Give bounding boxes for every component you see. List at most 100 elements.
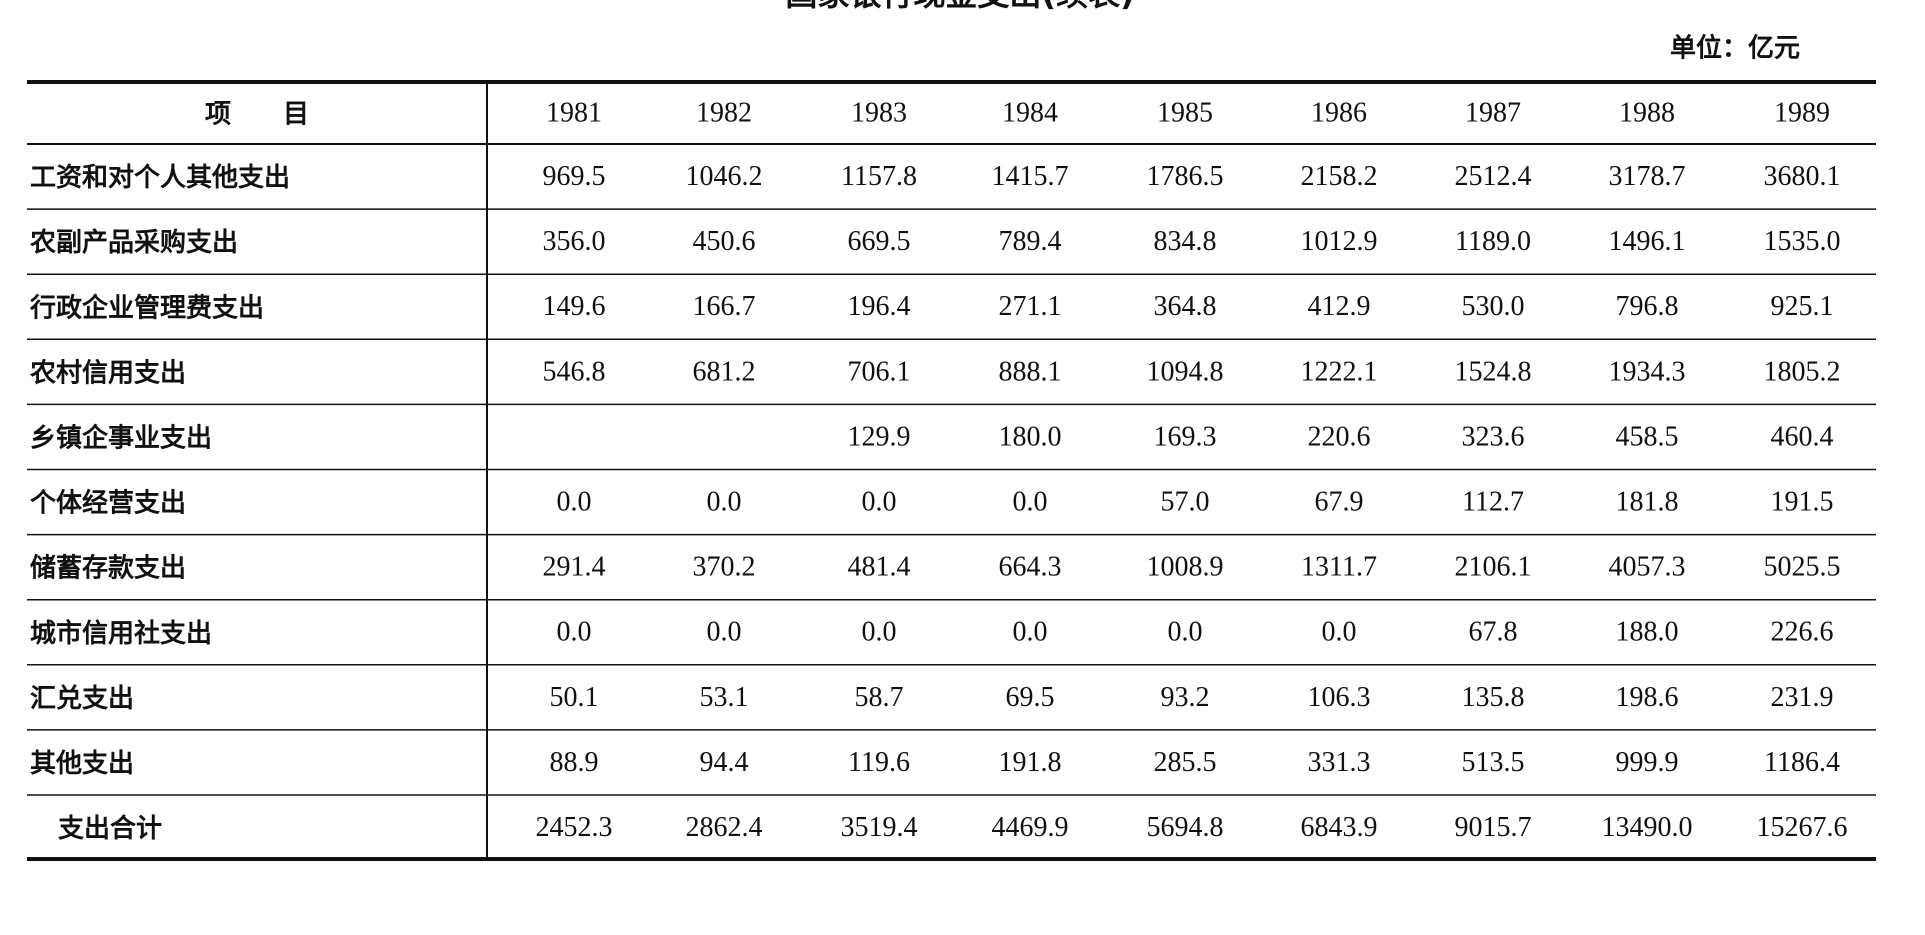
cell: 2106.1	[1455, 552, 1532, 583]
cell: 999.9	[1616, 747, 1679, 778]
cell: 50.1	[550, 682, 599, 713]
cell: 69.5	[1006, 682, 1055, 713]
cell: 458.5	[1616, 421, 1679, 452]
cell: 0.0	[557, 486, 592, 517]
header-cell: 1981	[546, 97, 602, 128]
cell: 1094.8	[1147, 356, 1224, 387]
cell: 271.1	[999, 291, 1062, 322]
cell: 9015.7	[1455, 812, 1532, 843]
cell: 191.8	[999, 747, 1062, 778]
cell: 412.9	[1308, 291, 1371, 322]
cell: 188.0	[1616, 617, 1679, 648]
cell: 370.2	[693, 552, 756, 583]
cell: 1012.9	[1301, 226, 1378, 257]
row-label: 城市信用社支出	[30, 618, 212, 649]
cell: 0.0	[557, 617, 592, 648]
cell: 291.4	[543, 552, 606, 583]
row-label: 行政企业管理费支出	[29, 292, 264, 323]
cell: 1535.0	[1764, 226, 1841, 257]
header-cell: 1983	[851, 97, 907, 128]
cell: 0.0	[862, 486, 897, 517]
cell: 53.1	[700, 682, 749, 713]
cell: 4469.9	[992, 812, 1069, 843]
cell: 1524.8	[1455, 356, 1532, 387]
cell: 664.3	[999, 552, 1062, 583]
cell: 181.8	[1616, 486, 1679, 517]
cell: 2862.4	[686, 812, 763, 843]
cell: 191.5	[1771, 486, 1834, 517]
cell: 58.7	[855, 682, 904, 713]
cell: 0.0	[862, 617, 897, 648]
cell: 3519.4	[841, 812, 918, 843]
cell: 0.0	[1013, 617, 1048, 648]
cell: 2512.4	[1455, 161, 1532, 192]
row-label: 储蓄存款支出	[30, 553, 186, 584]
cell: 0.0	[1322, 617, 1357, 648]
cell: 1157.8	[841, 161, 917, 192]
header-cell: 1987	[1465, 97, 1521, 128]
cell: 681.2	[693, 356, 756, 387]
header-cell: 1988	[1619, 97, 1675, 128]
row-label: 个体经营支出	[30, 488, 186, 519]
cell: 2158.2	[1301, 161, 1378, 192]
cell: 3680.1	[1764, 161, 1841, 192]
cell: 1186.4	[1764, 747, 1840, 778]
cell: 1008.9	[1147, 552, 1224, 583]
cell: 3178.7	[1609, 161, 1686, 192]
cell: 969.5	[543, 161, 606, 192]
cell: 460.4	[1771, 421, 1834, 452]
cell: 481.4	[848, 552, 911, 583]
cell: 513.5	[1462, 747, 1525, 778]
cell: 196.4	[848, 291, 911, 322]
cell: 0.0	[707, 486, 742, 517]
cell: 6843.9	[1301, 812, 1378, 843]
cell: 331.3	[1308, 747, 1371, 778]
row-label: 其他支出	[30, 749, 134, 779]
cell: 285.5	[1154, 747, 1217, 778]
cell: 323.6	[1462, 421, 1525, 452]
cell: 129.9	[848, 421, 911, 452]
cell: 796.8	[1616, 291, 1679, 322]
cell: 88.9	[550, 747, 599, 778]
cell: 530.0	[1462, 291, 1525, 322]
cell: 546.8	[543, 356, 606, 387]
cell: 450.6	[693, 226, 756, 257]
cell: 57.0	[1161, 486, 1210, 517]
cell: 706.1	[848, 356, 911, 387]
cell: 67.9	[1315, 486, 1364, 517]
cell: 106.3	[1308, 682, 1371, 713]
cell: 789.4	[999, 226, 1062, 257]
header-cell: 1982	[696, 97, 752, 128]
cell: 180.0	[999, 421, 1062, 452]
cell: 669.5	[848, 226, 911, 257]
header-cell: 1989	[1774, 97, 1830, 128]
cell: 119.6	[848, 747, 910, 778]
cell: 0.0	[1168, 617, 1203, 648]
cell: 231.9	[1771, 682, 1834, 713]
row-label: 乡镇企事业支出	[30, 422, 212, 453]
cell: 220.6	[1308, 421, 1371, 452]
cell: 67.8	[1469, 617, 1518, 648]
cell: 356.0	[543, 226, 606, 257]
cell: 5694.8	[1147, 812, 1224, 843]
title: 国家银行现金支出(续表)	[785, 0, 1134, 13]
cell: 1786.5	[1147, 161, 1224, 192]
cell: 135.8	[1462, 682, 1525, 713]
cell: 1934.3	[1609, 356, 1686, 387]
cell: 0.0	[1013, 486, 1048, 517]
cell: 94.4	[700, 747, 749, 778]
cell: 226.6	[1771, 617, 1834, 648]
row-label: 汇兑支出	[30, 684, 134, 714]
header-cell: 项 目	[205, 100, 309, 130]
cell: 834.8	[1154, 226, 1217, 257]
cell: 149.6	[543, 291, 606, 322]
cell: 13490.0	[1602, 812, 1693, 843]
cell: 1805.2	[1764, 356, 1841, 387]
row-label: 工资和对个人其他支出	[30, 163, 290, 193]
cell: 15267.6	[1757, 812, 1848, 843]
cell: 166.7	[693, 291, 756, 322]
cell: 1189.0	[1455, 226, 1531, 257]
cell: 1496.1	[1609, 226, 1686, 257]
header-cell: 1985	[1157, 97, 1213, 128]
